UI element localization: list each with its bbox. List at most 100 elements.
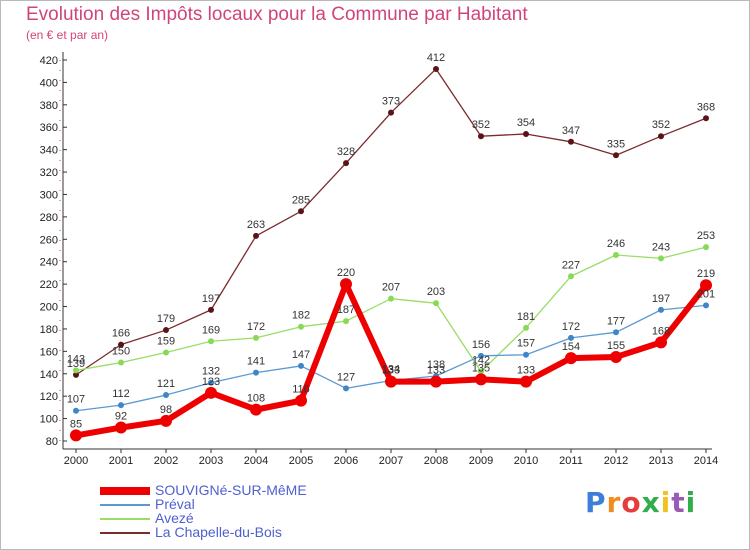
y-tick-label: 380: [40, 100, 58, 112]
data-point: [163, 327, 169, 334]
data-label: 354: [517, 117, 535, 129]
data-label: 155: [607, 340, 625, 352]
data-label: 150: [112, 346, 130, 358]
data-label: 246: [607, 238, 625, 250]
y-tick-label: 200: [40, 302, 58, 314]
data-point: [655, 336, 667, 349]
data-label: 352: [652, 119, 670, 131]
data-point: [208, 338, 214, 345]
x-tick-label: 2004: [244, 455, 268, 467]
data-label: 182: [292, 310, 310, 322]
data-point: [478, 352, 484, 359]
data-label: 328: [337, 146, 355, 158]
data-point: [163, 349, 169, 356]
data-point: [115, 421, 127, 434]
data-label: 172: [562, 321, 580, 333]
data-label: 169: [202, 324, 220, 336]
x-tick-label: 2009: [469, 455, 493, 467]
data-point: [343, 318, 349, 325]
data-point: [385, 375, 397, 388]
y-tick-label: 260: [40, 234, 58, 246]
data-point: [658, 133, 664, 140]
data-point: [565, 352, 577, 365]
data-label: 347: [562, 125, 580, 137]
data-label: 141: [247, 356, 265, 368]
data-point: [208, 379, 214, 386]
data-point: [295, 394, 307, 407]
y-tick-label: 400: [40, 77, 58, 89]
data-point: [658, 255, 664, 262]
data-point: [160, 414, 172, 427]
data-point: [208, 306, 214, 313]
data-label: 253: [697, 230, 715, 242]
data-point: [703, 244, 709, 251]
data-label: 187: [337, 304, 355, 316]
legend-swatch: [100, 532, 150, 534]
data-label: 352: [472, 119, 490, 131]
data-point: [433, 300, 439, 307]
data-label: 156: [472, 339, 490, 351]
legend-label: SOUVIGNé-SUR-MêME: [155, 482, 307, 498]
data-point: [613, 152, 619, 159]
data-point: [430, 375, 442, 388]
data-label: 154: [562, 341, 580, 353]
data-label: 133: [517, 365, 535, 377]
data-label: 135: [472, 362, 490, 374]
y-tick-label: 280: [40, 212, 58, 224]
data-point: [118, 341, 124, 348]
series-line: [75, 246, 707, 373]
x-tick-label: 2008: [424, 455, 448, 467]
data-point: [568, 334, 574, 341]
data-point: [253, 232, 259, 239]
data-label: 85: [70, 418, 82, 430]
data-point: [250, 403, 262, 416]
data-point: [703, 115, 709, 122]
data-label: 116: [292, 384, 310, 396]
data-label: 177: [607, 315, 625, 327]
data-label: 203: [427, 286, 445, 298]
data-label: 132: [202, 366, 220, 378]
y-tick-label: 80: [46, 436, 58, 448]
data-label: 92: [115, 411, 127, 423]
x-tick-label: 2013: [649, 455, 673, 467]
data-label: 139: [67, 358, 85, 370]
y-tick-label: 340: [40, 145, 58, 157]
data-point: [70, 429, 82, 442]
data-label: 134: [382, 363, 400, 375]
data-point: [703, 302, 709, 309]
data-point: [343, 385, 349, 392]
y-tick-label: 360: [40, 122, 58, 134]
legend-swatch: [100, 487, 150, 495]
x-tick-label: 2012: [604, 455, 628, 467]
data-label: 220: [337, 267, 355, 279]
data-point: [340, 278, 352, 291]
y-tick-label: 120: [40, 391, 58, 403]
data-label: 133: [427, 365, 445, 377]
data-point: [478, 133, 484, 140]
data-point: [658, 306, 664, 313]
data-label: 201: [697, 288, 715, 300]
data-label: 373: [382, 96, 400, 108]
data-label: 168: [652, 325, 670, 337]
data-label: 157: [517, 338, 535, 350]
x-tick-label: 2001: [109, 455, 133, 467]
legend-label: Préval: [155, 496, 195, 512]
data-label: 227: [562, 259, 580, 271]
data-point: [253, 334, 259, 341]
data-label: 108: [247, 393, 265, 405]
data-point: [298, 323, 304, 330]
data-label: 243: [652, 241, 670, 253]
legend-swatch: [100, 504, 150, 506]
data-label: 285: [292, 194, 310, 206]
data-label: 147: [292, 349, 310, 361]
data-label: 107: [67, 394, 85, 406]
data-label: 207: [382, 282, 400, 294]
y-tick-label: 180: [40, 324, 58, 336]
legend-label: Avezé: [155, 510, 194, 526]
y-tick-label: 300: [40, 189, 58, 201]
data-point: [613, 251, 619, 258]
data-point: [475, 373, 487, 386]
data-point: [520, 375, 532, 388]
data-label: 166: [112, 328, 130, 340]
